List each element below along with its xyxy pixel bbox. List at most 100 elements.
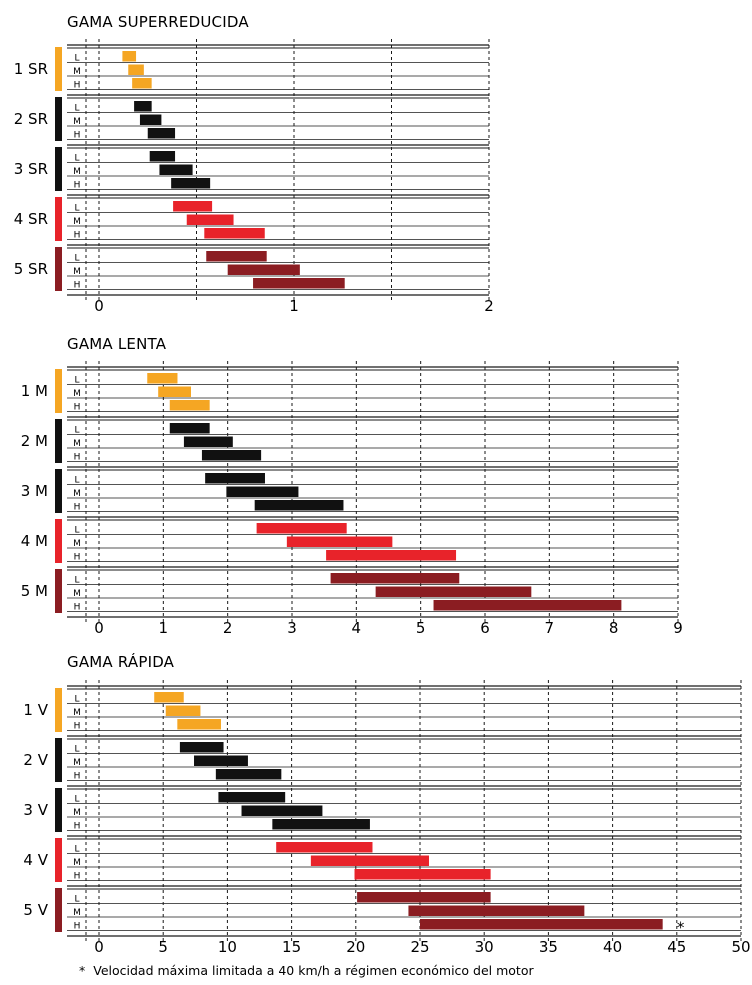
level-label: L [74, 576, 79, 586]
range-bar [186, 214, 234, 225]
range-bar [169, 423, 210, 434]
level-label: H [74, 231, 81, 241]
chart-title: GAMA LENTA [67, 335, 167, 353]
gear-color-strip [55, 369, 62, 413]
level-label: L [74, 895, 79, 905]
range-bar [147, 373, 178, 384]
footnote-marker: * [79, 963, 85, 978]
range-bar [134, 101, 152, 112]
range-bar [183, 436, 233, 447]
annotation-marker: * [677, 919, 685, 937]
gear-group: 2 SR LMH [14, 94, 489, 141]
level-label: L [74, 695, 79, 705]
gear-group: 5 SR LMH [14, 244, 489, 291]
range-bar [149, 151, 176, 162]
x-tick-label: 0 [94, 938, 104, 956]
level-label: H [74, 553, 81, 563]
level-label: M [73, 67, 81, 77]
range-bar [254, 500, 344, 511]
gear-group: 5 M LMH [21, 566, 678, 613]
level-label: M [73, 908, 81, 918]
gear-color-strip [55, 469, 62, 513]
x-tick-label: 1 [159, 619, 169, 637]
range-bar [177, 719, 221, 730]
range-bar [330, 573, 460, 584]
gear-label: 3 M [21, 482, 48, 500]
range-bar [272, 819, 370, 830]
level-label: H [74, 722, 81, 732]
x-tick-label: 2 [223, 619, 233, 637]
level-label: L [74, 845, 79, 855]
gear-label: 1 V [23, 701, 48, 719]
level-label: M [73, 489, 81, 499]
x-tick-label: 8 [609, 619, 619, 637]
x-tick-label: 9 [673, 619, 683, 637]
gear-color-strip [55, 569, 62, 613]
range-bar [154, 692, 184, 703]
level-label: H [74, 81, 81, 91]
x-tick-label: 35 [539, 938, 558, 956]
x-tick-label: 2 [484, 297, 494, 315]
gear-group: 1 SR LMH [14, 44, 489, 91]
x-tick-label: 7 [545, 619, 555, 637]
gear-label: 2 V [23, 751, 48, 769]
level-label: H [74, 822, 81, 832]
range-bar [253, 278, 345, 289]
range-bar [326, 550, 457, 561]
gear-color-strip [55, 97, 62, 141]
level-label: L [74, 54, 79, 64]
range-bar [147, 128, 176, 139]
range-bar [158, 386, 191, 397]
chart-title: GAMA SUPERREDUCIDA [67, 13, 249, 31]
level-label: L [74, 526, 79, 536]
level-label: H [74, 503, 81, 513]
range-bar [206, 251, 267, 262]
x-tick-label: 30 [475, 938, 494, 956]
range-bar [132, 78, 152, 89]
level-label: M [73, 858, 81, 868]
x-tick-label: 20 [346, 938, 365, 956]
gear-label: 1 SR [14, 60, 48, 78]
level-label: H [74, 453, 81, 463]
gear-group: 4 M LMH [21, 516, 678, 563]
level-label: M [73, 708, 81, 718]
range-bar [218, 792, 286, 803]
range-bar [201, 450, 262, 461]
range-bar [159, 164, 193, 175]
range-bar [128, 64, 144, 75]
gear-color-strip [55, 197, 62, 241]
range-bar [276, 842, 373, 853]
level-label: M [73, 808, 81, 818]
footnote-text: Velocidad máxima limitada a 40 km/h a ré… [93, 963, 534, 978]
range-bar [215, 769, 282, 780]
range-bar [165, 705, 201, 716]
level-label: M [73, 389, 81, 399]
x-tick-label: 4 [352, 619, 362, 637]
level-label: L [74, 376, 79, 386]
gear-group: 5 V LMH [23, 885, 741, 932]
range-bar [286, 536, 393, 547]
level-label: L [74, 426, 79, 436]
level-label: M [73, 117, 81, 127]
gear-color-strip [55, 788, 62, 832]
footnote: * Velocidad máxima limitada a 40 km/h a … [79, 963, 534, 978]
gear-group: 3 SR LMH [14, 144, 489, 191]
range-bar [357, 892, 491, 903]
range-bar [375, 586, 532, 597]
x-tick-label: 1 [289, 297, 299, 315]
level-label: H [74, 281, 81, 291]
x-tick-label: 40 [603, 938, 622, 956]
gear-label: 4 V [23, 851, 48, 869]
x-tick-label: 15 [282, 938, 301, 956]
gear-group: 4 SR LMH [14, 194, 489, 241]
range-bar [433, 600, 622, 611]
x-tick-label: 5 [416, 619, 426, 637]
gear-color-strip [55, 419, 62, 463]
gear-label: 3 V [23, 801, 48, 819]
gear-color-strip [55, 838, 62, 882]
range-bar [226, 486, 299, 497]
level-label: L [74, 154, 79, 164]
